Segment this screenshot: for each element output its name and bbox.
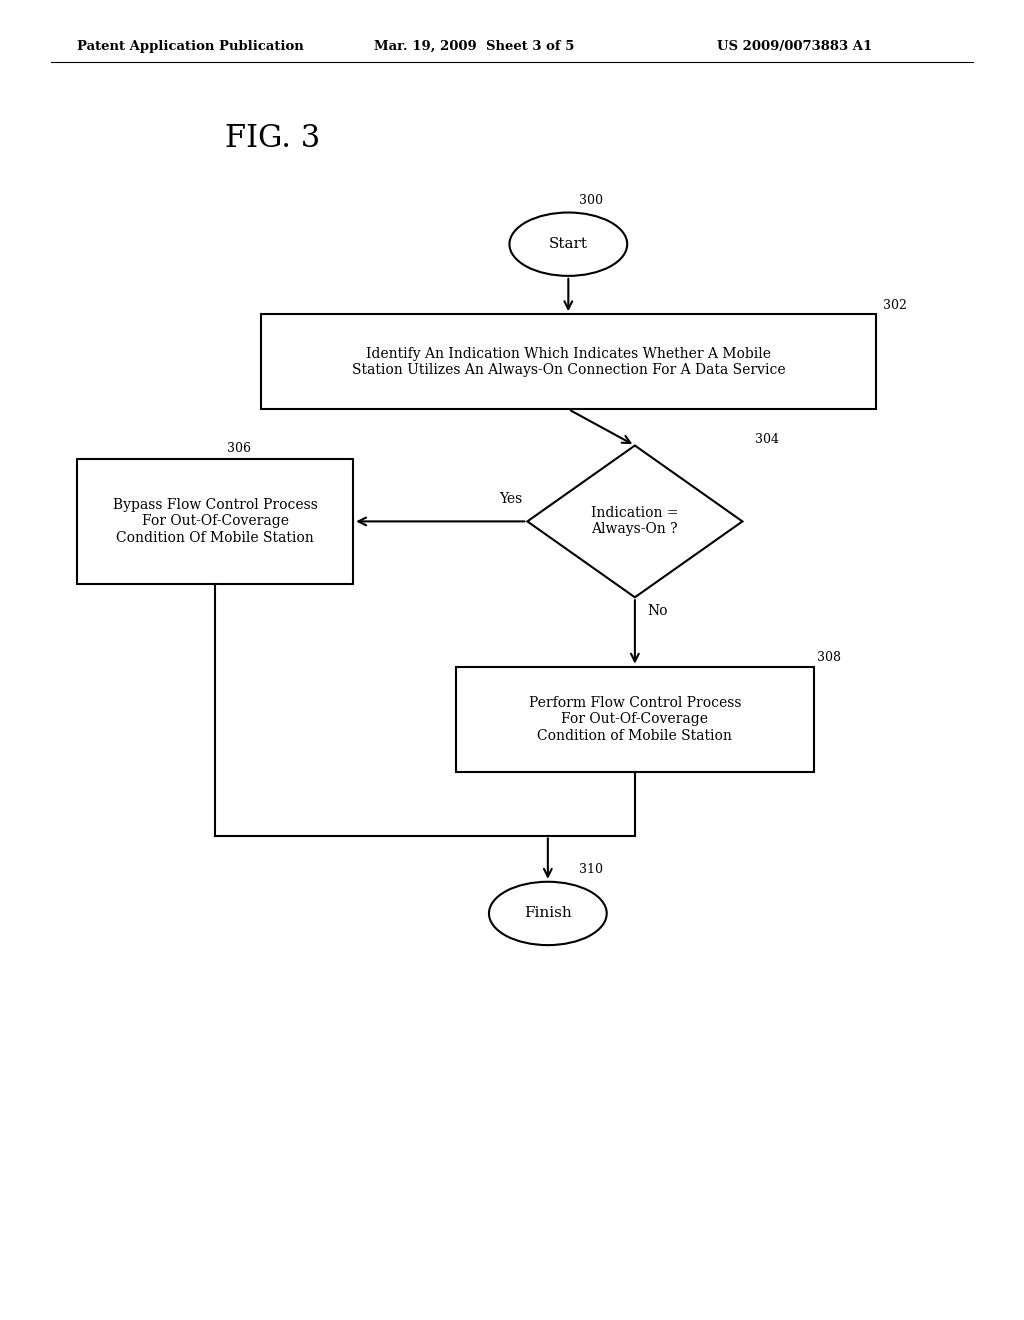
Text: Finish: Finish xyxy=(524,907,571,920)
Text: Indication =
Always-On ?: Indication = Always-On ? xyxy=(591,507,679,536)
Text: US 2009/0073883 A1: US 2009/0073883 A1 xyxy=(717,40,872,53)
Text: FIG. 3: FIG. 3 xyxy=(225,123,321,154)
Text: Start: Start xyxy=(549,238,588,251)
Text: Identify An Indication Which Indicates Whether A Mobile
Station Utilizes An Alwa: Identify An Indication Which Indicates W… xyxy=(351,347,785,376)
Bar xyxy=(261,314,876,409)
Text: 304: 304 xyxy=(755,433,778,446)
Text: 302: 302 xyxy=(883,298,906,312)
Text: Perform Flow Control Process
For Out-Of-Coverage
Condition of Mobile Station: Perform Flow Control Process For Out-Of-… xyxy=(528,696,741,743)
Text: Bypass Flow Control Process
For Out-Of-Coverage
Condition Of Mobile Station: Bypass Flow Control Process For Out-Of-C… xyxy=(113,498,317,545)
Bar xyxy=(456,667,814,772)
Text: Mar. 19, 2009  Sheet 3 of 5: Mar. 19, 2009 Sheet 3 of 5 xyxy=(374,40,574,53)
Text: 300: 300 xyxy=(579,194,602,207)
Text: 310: 310 xyxy=(579,863,602,876)
Text: Yes: Yes xyxy=(499,491,522,506)
Bar xyxy=(77,459,353,583)
Text: Patent Application Publication: Patent Application Publication xyxy=(77,40,303,53)
Text: 308: 308 xyxy=(817,651,841,664)
Text: 306: 306 xyxy=(227,442,251,455)
Text: No: No xyxy=(647,605,668,618)
